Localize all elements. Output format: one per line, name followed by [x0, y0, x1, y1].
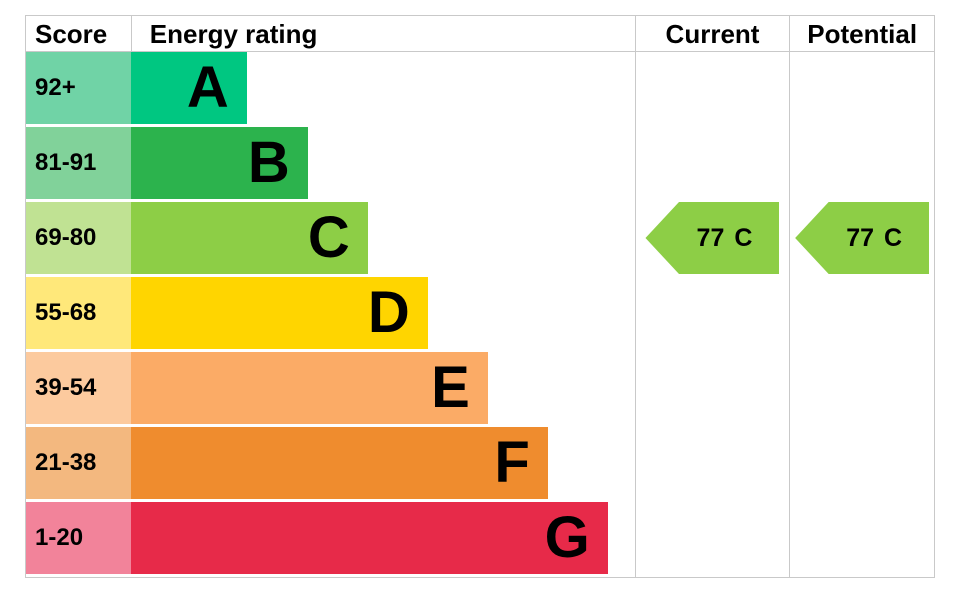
- header-energy-rating: Energy rating: [130, 16, 635, 51]
- current-cell: [634, 52, 790, 127]
- band-row-c: 69-80 C 77 C 77 C: [26, 202, 934, 277]
- band-bar: E: [130, 352, 488, 424]
- band-score-label: 92+: [35, 74, 76, 101]
- band-bar: G: [130, 502, 608, 574]
- band-row-b: 81-91 B: [26, 127, 934, 202]
- potential-cell: [789, 52, 934, 127]
- band-bar: A: [130, 52, 247, 124]
- band-score-label: 81-91: [35, 149, 97, 176]
- current-cell: [634, 277, 790, 352]
- band-letter: F: [494, 430, 530, 495]
- band-letter: B: [247, 130, 290, 195]
- current-cell: [634, 352, 790, 427]
- potential-cell: [789, 277, 934, 352]
- band-score-cell: 1-20: [26, 502, 131, 574]
- band-row-f: 21-38 F: [26, 427, 934, 502]
- header-row: Score Energy rating Current Potential: [26, 16, 934, 52]
- potential-cell: [789, 427, 934, 502]
- potential-cell: 77 C: [789, 202, 934, 277]
- potential-cell: [789, 352, 934, 427]
- band-rating-cell: D: [130, 277, 635, 352]
- band-rating-cell: E: [130, 352, 635, 427]
- header-score: Score: [35, 18, 108, 49]
- band-rating-cell: G: [130, 502, 635, 577]
- band-rating-cell: C: [130, 202, 635, 277]
- band-score-label: 1-20: [35, 524, 84, 551]
- band-bar: C: [130, 202, 368, 274]
- band-score-cell: 81-91: [26, 127, 131, 199]
- current-rating-value: 77: [696, 223, 725, 252]
- band-rating-cell: A: [130, 52, 635, 127]
- current-cell: [634, 127, 790, 202]
- band-score-cell: 69-80: [26, 202, 131, 274]
- band-letter: G: [544, 505, 590, 570]
- band-score-label: 21-38: [35, 449, 97, 476]
- current-cell: 77 C: [634, 202, 790, 277]
- potential-rating-arrow: 77 C: [795, 202, 930, 274]
- band-letter: E: [431, 355, 470, 420]
- band-row-g: 1-20 G: [26, 502, 934, 577]
- current-cell: [634, 427, 790, 502]
- header-potential: Potential: [789, 16, 934, 51]
- band-bar: F: [130, 427, 548, 499]
- band-row-a: 92+ A: [26, 52, 934, 127]
- band-score-label: 69-80: [35, 224, 97, 251]
- epc-rating-chart: Score Energy rating Current Potential 92…: [25, 15, 935, 578]
- current-rating-letter: C: [734, 223, 753, 252]
- potential-cell: [789, 127, 934, 202]
- band-letter: D: [367, 280, 410, 345]
- band-bar: B: [130, 127, 308, 199]
- header-current: Current: [634, 16, 790, 51]
- potential-rating-letter: C: [884, 223, 903, 252]
- band-row-d: 55-68 D: [26, 277, 934, 352]
- current-cell: [634, 502, 790, 577]
- band-letter: A: [186, 55, 229, 120]
- potential-cell: [789, 502, 934, 577]
- band-score-cell: 55-68: [26, 277, 131, 349]
- potential-rating-value: 77: [846, 223, 875, 252]
- band-row-e: 39-54 E: [26, 352, 934, 427]
- band-rating-cell: F: [130, 427, 635, 502]
- band-letter: C: [307, 205, 350, 270]
- band-rating-cell: B: [130, 127, 635, 202]
- band-score-cell: 92+: [26, 52, 131, 124]
- band-bar: D: [130, 277, 428, 349]
- current-rating-arrow: 77 C: [645, 202, 780, 274]
- band-score-label: 39-54: [35, 374, 97, 401]
- band-score-label: 55-68: [35, 299, 97, 326]
- band-score-cell: 21-38: [26, 427, 131, 499]
- band-score-cell: 39-54: [26, 352, 131, 424]
